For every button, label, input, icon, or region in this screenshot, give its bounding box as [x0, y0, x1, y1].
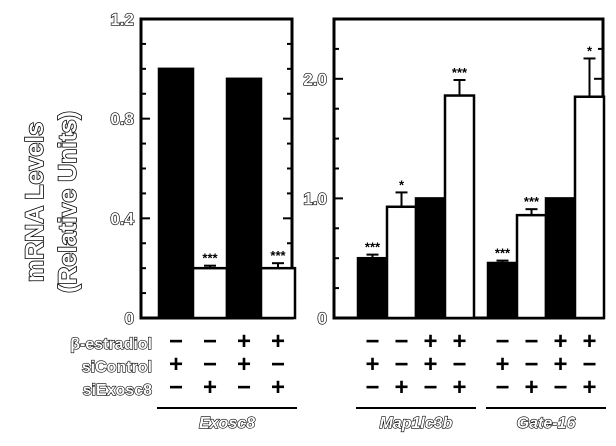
condition-row-label: siExosc8 — [83, 382, 152, 399]
condition-sign: − — [203, 351, 217, 378]
condition-sign: − — [365, 328, 379, 355]
condition-sign: + — [553, 351, 567, 378]
y-tick-label: 1.2 — [110, 10, 134, 29]
y-tick-label: 0.4 — [110, 209, 134, 228]
condition-sign: + — [237, 328, 251, 355]
y-axis-title-line-2: (Relative Units) — [54, 111, 82, 293]
bar — [157, 67, 195, 320]
condition-sign: + — [553, 328, 567, 355]
panel-map1lc3b-gate16: 01.02.0************** — [303, 17, 606, 329]
condition-row-label: β-estradiol — [70, 336, 152, 353]
condition-sign: + — [237, 351, 251, 378]
y-axis-title: mRNA Levels (Relative Units) — [20, 110, 83, 294]
condition-sign: − — [524, 351, 538, 378]
bar — [191, 266, 229, 320]
y-tick-label: 1.0 — [303, 189, 327, 208]
condition-sign: + — [524, 374, 538, 401]
significance-label: *** — [202, 251, 218, 266]
gene-label: Map1lc3b — [380, 415, 453, 432]
significance-label: *** — [495, 246, 511, 261]
condition-sign: − — [169, 374, 183, 401]
gene-label: Gate-16 — [517, 415, 576, 432]
condition-row-label: siControl — [82, 359, 152, 376]
y-tick-label: 2.0 — [303, 70, 327, 89]
condition-sign: + — [452, 328, 466, 355]
significance-label: *** — [365, 240, 381, 255]
condition-sign: − — [495, 328, 509, 355]
condition-sign: − — [365, 374, 379, 401]
y-axis-title-line-1: mRNA Levels — [21, 122, 49, 282]
y-tick-label: 0.8 — [110, 110, 134, 129]
condition-sign: − — [394, 351, 408, 378]
condition-sign: − — [582, 351, 596, 378]
panel-exosc8: 0 0.4 0.8 1.2 *** *** — [110, 9, 297, 329]
bar — [573, 95, 606, 320]
condition-sign: − — [423, 374, 437, 401]
bar — [443, 94, 476, 320]
condition-sign: − — [237, 374, 251, 401]
bar — [515, 213, 548, 320]
condition-sign: + — [365, 351, 379, 378]
condition-sign: − — [452, 351, 466, 378]
bar — [544, 197, 577, 320]
condition-sign: − — [495, 374, 509, 401]
condition-sign: − — [394, 328, 408, 355]
condition-sign: + — [423, 328, 437, 355]
condition-sign: − — [524, 328, 538, 355]
significance-label: *** — [524, 194, 540, 209]
significance-label: *** — [452, 65, 468, 80]
y-tick-label: 0 — [125, 309, 134, 328]
condition-sign: − — [553, 374, 567, 401]
bar — [486, 261, 519, 320]
significance-label: * — [587, 43, 593, 58]
condition-sign: + — [203, 374, 217, 401]
condition-sign: + — [423, 351, 437, 378]
condition-sign: + — [271, 374, 285, 401]
condition-sign: + — [394, 374, 408, 401]
y-tick-label: 0 — [318, 309, 327, 328]
gene-label: Exosc8 — [199, 415, 255, 432]
significance-label: *** — [270, 248, 286, 263]
condition-sign: + — [169, 351, 183, 378]
condition-sign: − — [203, 328, 217, 355]
significance-label: * — [399, 177, 405, 192]
bar — [414, 197, 447, 320]
bar — [225, 77, 263, 320]
condition-sign: + — [582, 374, 596, 401]
bar — [259, 266, 297, 320]
condition-sign: + — [582, 328, 596, 355]
condition-sign: − — [169, 328, 183, 355]
bar — [356, 256, 389, 320]
condition-sign: + — [271, 328, 285, 355]
bar — [385, 205, 418, 320]
condition-sign: − — [271, 351, 285, 378]
condition-sign: + — [452, 374, 466, 401]
condition-sign: + — [495, 351, 509, 378]
